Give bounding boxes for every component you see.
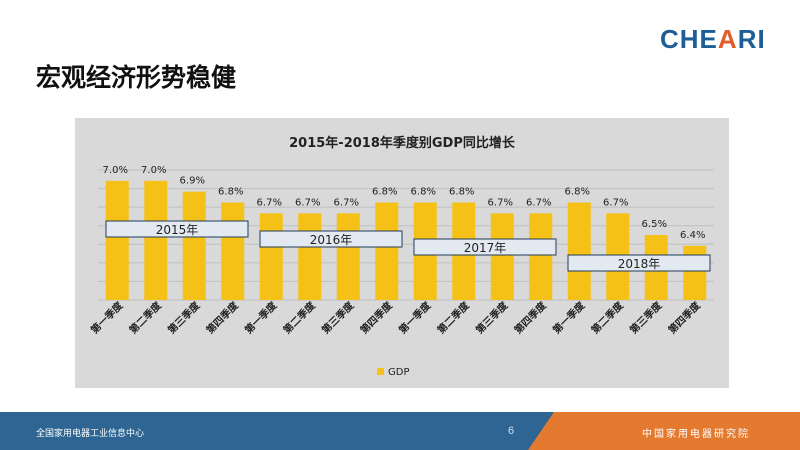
bar — [490, 213, 514, 300]
year-box — [567, 254, 711, 272]
bar — [683, 245, 707, 300]
bar — [259, 213, 283, 300]
data-label: 6.7% — [295, 197, 320, 208]
category-label: 第四季度 — [511, 298, 549, 336]
category-label: 第二季度 — [434, 298, 472, 336]
bar — [144, 180, 168, 300]
data-label: 6.7% — [603, 197, 628, 208]
category-label: 第三季度 — [627, 298, 665, 336]
data-label: 6.9% — [180, 176, 205, 187]
footer-organization: 全国家用电器工业信息中心 — [36, 429, 145, 439]
data-label: 6.8% — [218, 187, 243, 198]
category-label: 第四季度 — [665, 298, 703, 336]
footer-institute: 中国家用电器研究院 — [642, 429, 750, 440]
footer: 全国家用电器工业信息中心 6 中国家用电器研究院 — [0, 412, 800, 450]
bar — [567, 202, 591, 300]
data-label: 6.4% — [680, 230, 705, 241]
data-label: 7.0% — [103, 165, 128, 176]
year-box — [413, 238, 557, 256]
bar — [182, 191, 206, 300]
data-label: 6.7% — [526, 197, 551, 208]
data-label: 6.8% — [411, 187, 436, 198]
data-label: 7.0% — [141, 165, 166, 176]
chart-title: 2015年-2018年季度别GDP同比增长 — [289, 136, 515, 151]
category-label: 第二季度 — [280, 298, 318, 336]
year-box — [105, 220, 249, 238]
brand-logo: CHEARI — [660, 24, 766, 54]
data-label: 6.8% — [565, 187, 590, 198]
bar — [221, 202, 245, 300]
category-label: 第三季度 — [319, 298, 357, 336]
category-label: 第三季度 — [473, 298, 511, 336]
data-label: 6.8% — [449, 187, 474, 198]
slide-title: 宏观经济形势稳健 — [36, 63, 237, 92]
category-label: 第二季度 — [588, 298, 626, 336]
category-label: 第一季度 — [396, 298, 434, 336]
bar — [298, 213, 322, 300]
category-label: 第二季度 — [126, 298, 164, 336]
category-label: 第四季度 — [203, 298, 241, 336]
category-label: 第四季度 — [357, 298, 395, 336]
bar — [336, 213, 360, 300]
year-label: 2018年 — [618, 257, 661, 271]
data-label: 6.7% — [334, 197, 359, 208]
footer-right-band — [528, 412, 800, 450]
data-label: 6.7% — [257, 197, 282, 208]
category-label: 第三季度 — [165, 298, 203, 336]
year-label: 2015年 — [156, 223, 199, 237]
data-label: 6.5% — [642, 219, 667, 230]
year-box — [259, 230, 403, 248]
bar — [105, 180, 129, 300]
year-label: 2016年 — [310, 233, 353, 247]
year-label: 2017年 — [464, 241, 507, 255]
data-label: 6.7% — [488, 197, 513, 208]
page-number: 6 — [508, 425, 515, 437]
bar — [375, 202, 399, 300]
legend-label: GDP — [388, 367, 409, 378]
category-label: 第一季度 — [88, 298, 126, 336]
bar — [529, 213, 553, 300]
footer-left-band — [0, 412, 560, 450]
category-label: 第一季度 — [242, 298, 280, 336]
data-label: 6.8% — [372, 187, 397, 198]
category-label: 第一季度 — [550, 298, 588, 336]
legend-swatch — [377, 368, 384, 375]
